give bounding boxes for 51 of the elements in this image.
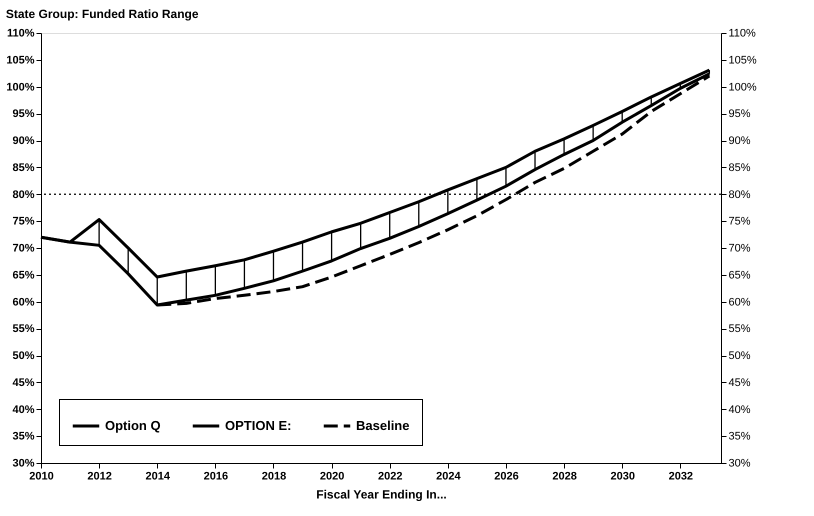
legend-label: Baseline — [356, 418, 410, 433]
y-tick-label: 80% — [12, 188, 35, 201]
y2-tick-label: 75% — [728, 216, 751, 228]
y-tick-label: 40% — [12, 404, 35, 416]
y2-tick-label: 70% — [728, 242, 751, 254]
x-tick-label: 2012 — [87, 470, 112, 482]
x-axis-title: Fiscal Year Ending In... — [316, 488, 447, 502]
y2-tick-label: 55% — [728, 323, 751, 336]
x-tick-label: 2030 — [610, 470, 635, 482]
x-tick-label: 2010 — [29, 470, 54, 482]
y-tick-label: 110% — [6, 28, 35, 40]
y2-tick-label: 95% — [728, 108, 751, 120]
x-tick-label: 2014 — [145, 470, 171, 482]
y-tick-label: 50% — [12, 350, 35, 362]
y2-tick-label: 65% — [728, 269, 751, 282]
x-tick-label: 2032 — [668, 470, 694, 482]
y-tick-label: 35% — [12, 430, 35, 443]
x-tick-label: 2018 — [262, 470, 286, 482]
x-tick-label: 2016 — [204, 470, 228, 482]
y-tick-label: 95% — [12, 108, 35, 120]
y-tick-label: 55% — [12, 323, 35, 336]
x-tick-label: 2020 — [320, 470, 344, 482]
y-tick-label: 45% — [12, 376, 35, 389]
y2-tick-label: 85% — [728, 162, 751, 174]
y-tick-label: 70% — [12, 242, 35, 254]
legend-label: Option Q — [105, 418, 161, 433]
y2-tick-label: 50% — [728, 350, 751, 362]
y2-tick-label: 35% — [728, 430, 751, 443]
x-tick-label: 2028 — [552, 470, 577, 482]
y-tick-label: 100% — [6, 81, 35, 94]
y2-tick-label: 90% — [728, 135, 751, 147]
y-tick-label: 30% — [12, 458, 35, 470]
y2-tick-label: 45% — [728, 376, 751, 389]
y2-tick-label: 100% — [728, 81, 757, 94]
x-tick-label: 2022 — [378, 470, 402, 482]
y2-tick-label: 105% — [728, 54, 757, 66]
y2-tick-label: 40% — [728, 404, 751, 416]
x-tick-label: 2024 — [436, 470, 462, 482]
y2-tick-label: 30% — [728, 458, 751, 470]
x-tick-label: 2026 — [494, 470, 519, 482]
y-tick-label: 65% — [12, 269, 35, 282]
y-tick-label: 90% — [12, 135, 35, 147]
y-tick-label: 75% — [12, 216, 35, 228]
y2-tick-label: 110% — [728, 28, 756, 40]
legend-label: OPTION E: — [225, 418, 292, 433]
chart-title: State Group: Funded Ratio Range — [6, 7, 199, 21]
y-tick-label: 85% — [12, 162, 35, 174]
y2-tick-label: 80% — [728, 188, 751, 201]
y2-tick-label: 60% — [728, 296, 751, 308]
y-tick-label: 60% — [12, 296, 35, 308]
y-tick-label: 105% — [6, 54, 35, 66]
